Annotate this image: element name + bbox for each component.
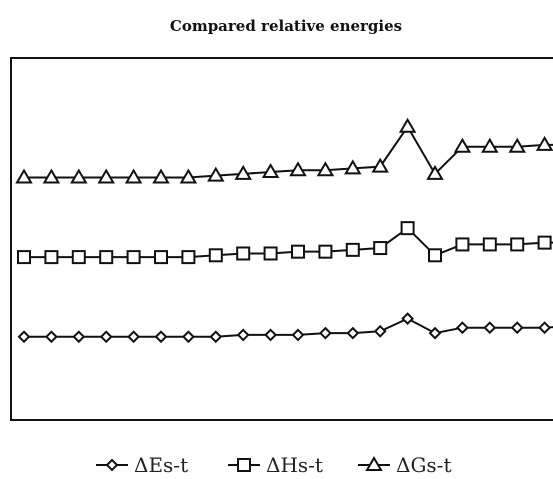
data-point	[152, 168, 170, 184]
data-point	[400, 221, 415, 236]
data-point	[510, 321, 524, 335]
series-1	[17, 312, 553, 344]
legend-item: ΔGs-t	[358, 453, 451, 477]
data-point	[538, 321, 552, 335]
legend-label: ΔEs-t	[134, 453, 188, 477]
data-point	[72, 330, 86, 344]
data-point	[455, 321, 469, 335]
data-point	[209, 330, 223, 344]
data-point	[208, 248, 223, 263]
legend-marker	[237, 458, 251, 472]
data-point	[345, 242, 360, 257]
data-point	[426, 164, 444, 180]
data-point	[44, 250, 59, 265]
series-3	[15, 117, 553, 184]
data-point	[236, 328, 250, 342]
data-point	[289, 161, 307, 177]
data-point	[99, 330, 113, 344]
data-point	[236, 246, 251, 261]
data-point	[535, 135, 553, 151]
data-point	[318, 244, 333, 259]
data-point	[455, 237, 470, 252]
chart-title: Compared relative energies	[170, 17, 402, 35]
data-point	[99, 250, 114, 265]
data-point	[181, 330, 195, 344]
data-point	[453, 137, 472, 153]
data-point	[207, 166, 225, 182]
data-point	[71, 250, 86, 265]
plot-area	[10, 57, 553, 421]
data-point	[44, 330, 58, 344]
legend-item: ΔHs-t	[228, 453, 323, 477]
series-layer	[15, 117, 553, 344]
data-point	[291, 244, 305, 259]
data-point	[127, 330, 141, 344]
data-point	[124, 168, 143, 184]
data-point	[482, 237, 497, 252]
data-point	[316, 161, 335, 177]
data-point	[373, 241, 388, 256]
data-point	[428, 248, 442, 263]
data-point	[42, 168, 61, 184]
data-point	[97, 168, 115, 184]
data-point	[264, 328, 278, 342]
data-point	[17, 330, 31, 344]
data-point	[510, 237, 525, 252]
data-point	[126, 250, 141, 265]
legend-marker	[105, 458, 119, 472]
data-point	[15, 168, 33, 184]
data-point	[261, 163, 280, 179]
data-point	[373, 324, 387, 338]
legend-label: ΔGs-t	[396, 453, 451, 477]
data-point	[179, 168, 198, 184]
data-point	[154, 250, 168, 265]
data-point	[398, 117, 417, 133]
data-point	[401, 312, 415, 326]
data-point	[346, 326, 360, 340]
legend-marker	[365, 456, 383, 471]
data-point	[181, 250, 196, 265]
data-point	[508, 137, 526, 153]
legend-label: ΔHs-t	[266, 453, 323, 477]
data-point	[481, 137, 499, 153]
data-point	[344, 159, 362, 175]
legend: ΔEs-t ΔHs-t ΔGs-t	[96, 453, 451, 477]
legend-item: ΔEs-t	[96, 453, 188, 477]
data-point	[263, 246, 278, 261]
data-point	[70, 168, 88, 184]
data-point	[17, 250, 31, 265]
series-2	[17, 221, 553, 265]
data-point	[154, 330, 168, 344]
data-point	[428, 326, 442, 340]
data-point	[483, 321, 497, 335]
data-point	[291, 328, 305, 342]
data-point	[371, 157, 389, 173]
data-point	[234, 164, 252, 180]
data-point	[318, 326, 332, 340]
data-point	[537, 235, 552, 250]
